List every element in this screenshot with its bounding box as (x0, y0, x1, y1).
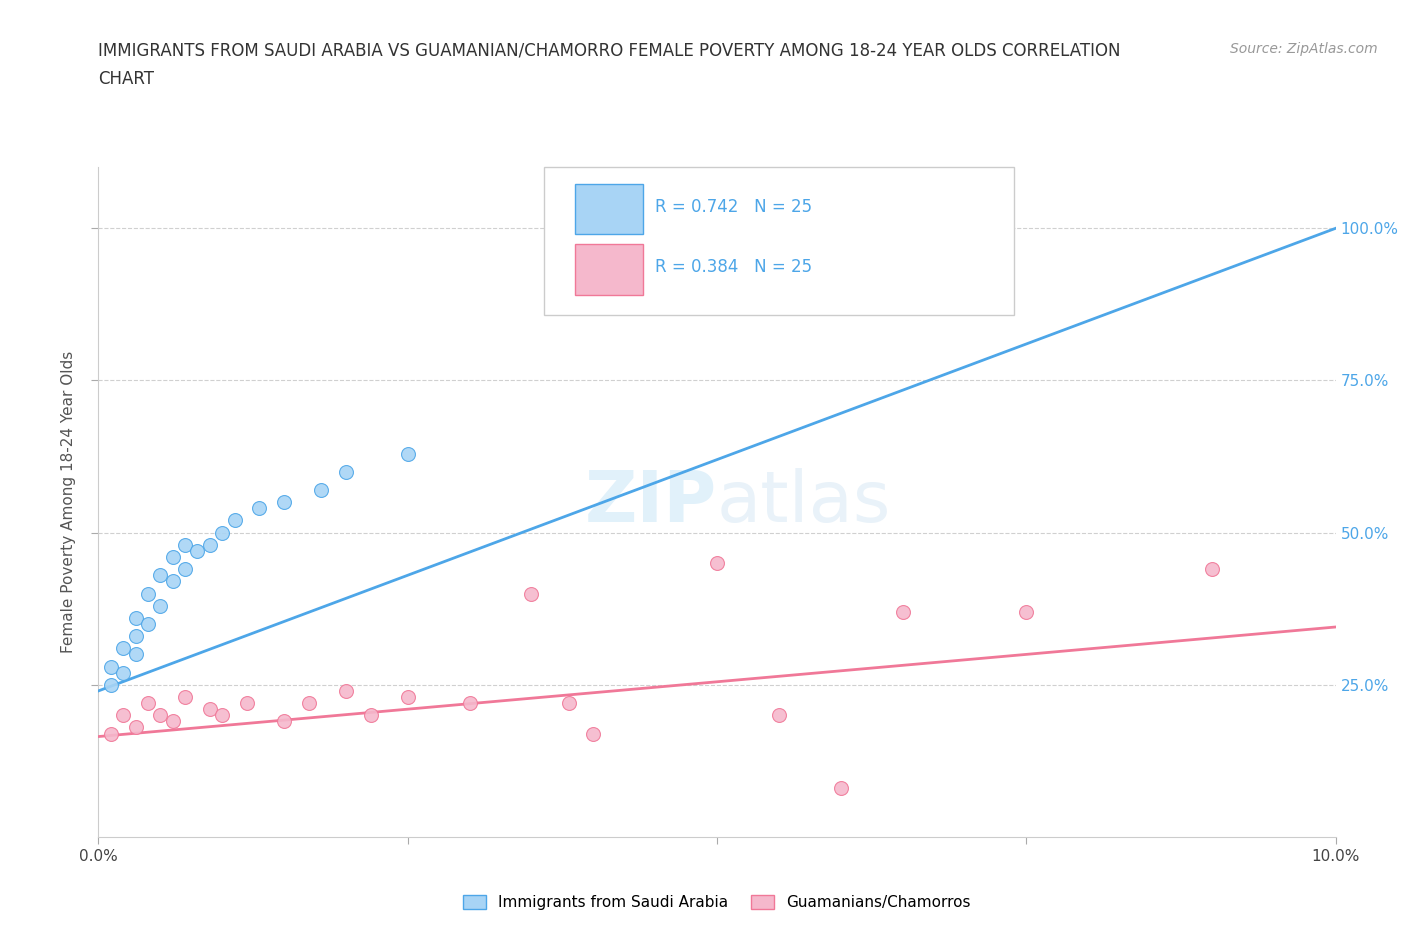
Point (174, 689, 197, 704)
Point (891, 604, 914, 619)
Point (198, 702, 221, 717)
Point (224, 513, 246, 528)
Point (112, 708, 135, 723)
Point (309, 483, 332, 498)
Text: R = 0.742   N = 25: R = 0.742 N = 25 (655, 197, 813, 216)
Point (124, 720, 146, 735)
Text: CHART: CHART (98, 70, 155, 87)
Point (360, 708, 382, 723)
Text: ZIP: ZIP (585, 468, 717, 537)
Point (136, 617, 159, 631)
Point (149, 568, 172, 583)
Point (273, 495, 295, 510)
Point (136, 696, 159, 711)
Point (174, 562, 197, 577)
Point (112, 665, 135, 680)
Point (298, 696, 321, 711)
Point (768, 708, 790, 723)
Point (162, 550, 184, 565)
FancyBboxPatch shape (544, 167, 1014, 314)
Text: IMMIGRANTS FROM SAUDI ARABIA VS GUAMANIAN/CHAMORRO FEMALE POVERTY AMONG 18-24 YE: IMMIGRANTS FROM SAUDI ARABIA VS GUAMANIA… (98, 42, 1121, 60)
Text: Source: ZipAtlas.com: Source: ZipAtlas.com (1230, 42, 1378, 56)
Point (211, 708, 233, 723)
Point (236, 696, 259, 711)
Point (335, 684, 357, 698)
Point (112, 641, 135, 656)
Point (186, 543, 208, 558)
Point (198, 538, 221, 552)
Y-axis label: Female Poverty Among 18-24 Year Olds: Female Poverty Among 18-24 Year Olds (60, 352, 76, 654)
Point (149, 708, 172, 723)
Point (124, 647, 146, 662)
Point (162, 714, 184, 729)
Point (520, 586, 543, 601)
Point (136, 586, 159, 601)
Point (396, 689, 419, 704)
Point (396, 446, 419, 461)
Point (768, 208, 790, 223)
Text: R = 0.384   N = 25: R = 0.384 N = 25 (655, 258, 813, 276)
Legend: Immigrants from Saudi Arabia, Guamanians/Chamorros: Immigrants from Saudi Arabia, Guamanians… (457, 889, 977, 916)
Point (100, 659, 122, 674)
Point (124, 610, 146, 625)
Point (1201, 562, 1223, 577)
Point (100, 726, 122, 741)
Point (335, 464, 357, 479)
Point (174, 538, 197, 552)
Point (149, 598, 172, 613)
Point (830, 781, 852, 796)
Point (247, 501, 270, 516)
FancyBboxPatch shape (575, 184, 643, 234)
FancyBboxPatch shape (575, 245, 643, 295)
Point (162, 574, 184, 589)
Point (211, 525, 233, 540)
Point (1015, 604, 1038, 619)
Point (124, 629, 146, 644)
Point (458, 696, 481, 711)
Point (273, 714, 295, 729)
Point (100, 677, 122, 692)
Text: atlas: atlas (717, 468, 891, 537)
Point (557, 696, 579, 711)
Point (582, 726, 605, 741)
Point (706, 555, 728, 570)
